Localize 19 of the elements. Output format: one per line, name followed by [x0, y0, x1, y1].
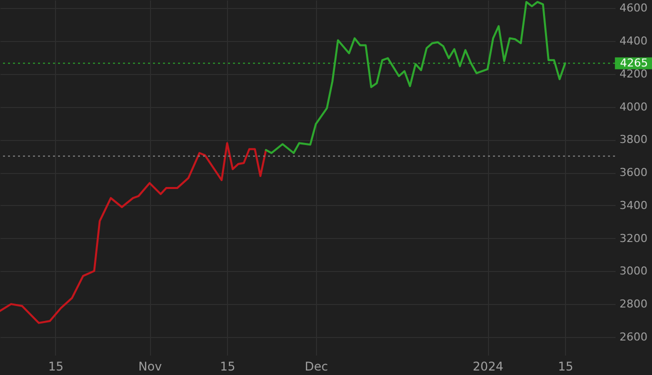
x-tick-label: 15	[48, 360, 64, 374]
x-tick-label: 2024	[472, 360, 504, 374]
y-tick-label: 4200	[620, 67, 648, 80]
x-tick-label: 15	[558, 360, 574, 374]
y-tick-label: 4400	[620, 34, 648, 48]
x-tick-label: Nov	[138, 360, 162, 374]
y-tick-label: 2800	[620, 298, 648, 311]
y-tick-label: 3200	[620, 232, 648, 245]
y-tick-label: 3600	[620, 166, 648, 180]
x-tick-label: Dec	[304, 360, 328, 374]
y-tick-label: 3000	[620, 264, 648, 278]
y-tick-label: 4000	[620, 100, 648, 114]
y-tick-label: 4600	[620, 2, 648, 15]
x-tick-label: 15	[220, 360, 236, 374]
y-tick-label: 3800	[620, 133, 648, 146]
y-tick-label: 3400	[620, 198, 648, 212]
y-tick-label: 2600	[620, 330, 648, 344]
line-series	[0, 142, 267, 324]
ref-line-label: 4265	[620, 56, 648, 70]
